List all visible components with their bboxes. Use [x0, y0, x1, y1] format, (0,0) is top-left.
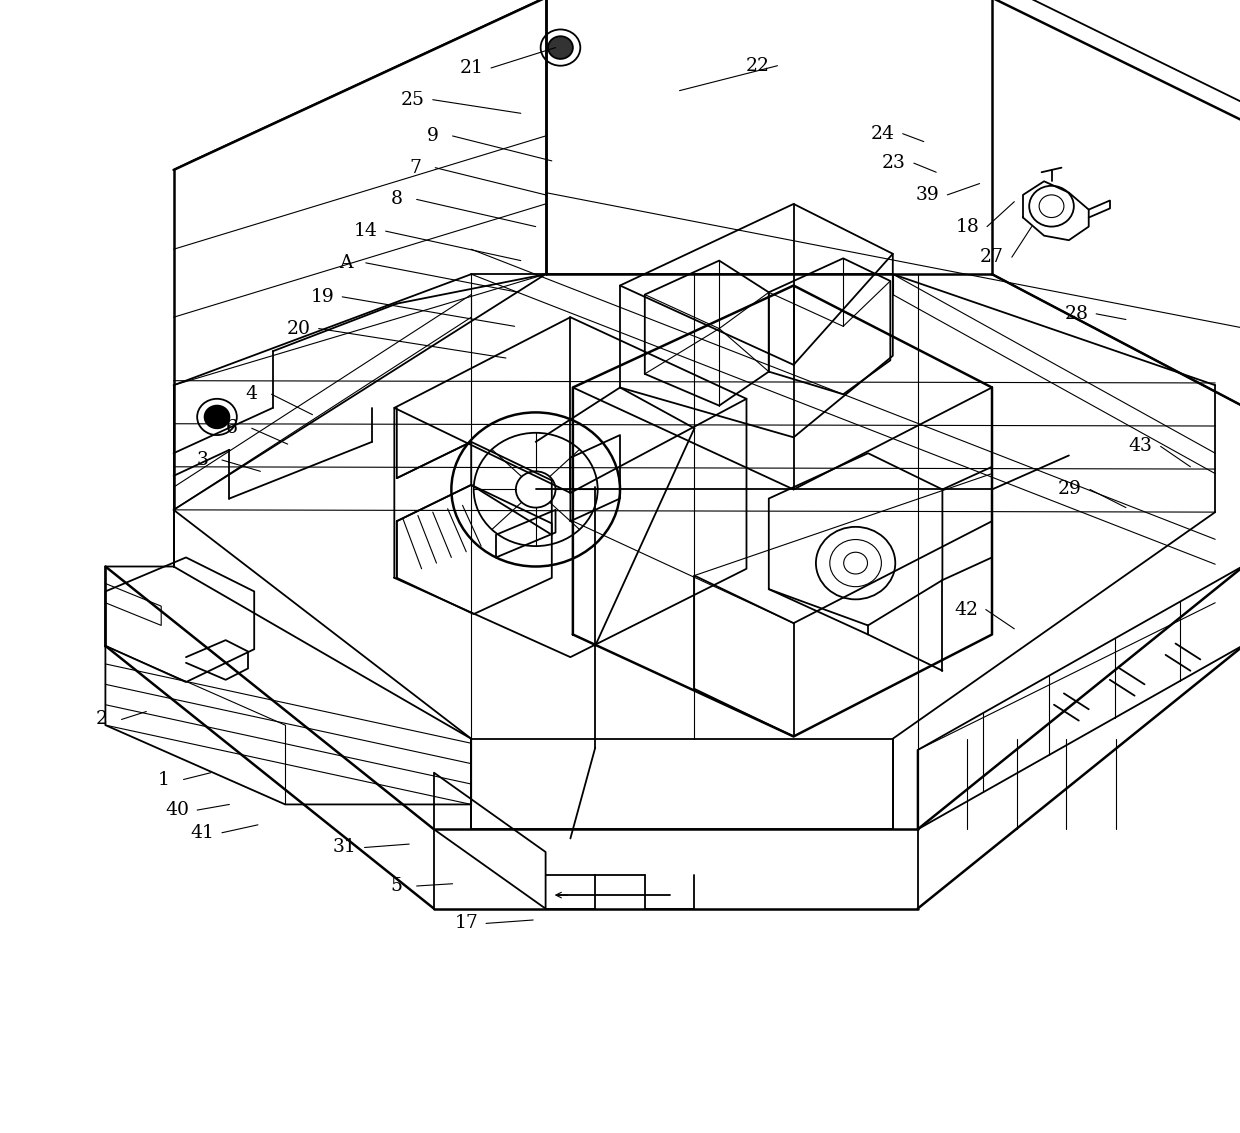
Text: 41: 41: [190, 824, 215, 842]
Text: 43: 43: [1128, 437, 1153, 455]
Text: 9: 9: [427, 127, 439, 145]
Text: 23: 23: [882, 154, 906, 172]
Text: 6: 6: [226, 419, 238, 437]
Text: 17: 17: [454, 914, 479, 932]
Text: 25: 25: [401, 91, 425, 109]
Text: 27: 27: [980, 248, 1004, 266]
Text: 19: 19: [310, 288, 335, 306]
Text: 8: 8: [391, 190, 403, 208]
Text: 24: 24: [870, 125, 895, 143]
Text: 18: 18: [955, 218, 980, 236]
Text: 28: 28: [1064, 305, 1089, 323]
Text: 5: 5: [391, 877, 403, 895]
Text: 7: 7: [409, 159, 422, 177]
Text: 3: 3: [196, 451, 208, 469]
Text: 39: 39: [915, 186, 940, 204]
Text: 14: 14: [353, 222, 378, 240]
Text: 40: 40: [165, 801, 190, 819]
Circle shape: [548, 36, 573, 59]
Text: 21: 21: [459, 59, 484, 77]
Text: 22: 22: [745, 57, 770, 75]
Text: 42: 42: [954, 600, 978, 619]
Text: A: A: [340, 254, 352, 272]
Circle shape: [205, 406, 229, 428]
Text: 29: 29: [1058, 480, 1083, 499]
Text: 2: 2: [95, 710, 108, 729]
Text: 4: 4: [246, 385, 258, 403]
Text: 31: 31: [332, 838, 357, 857]
Text: 20: 20: [286, 320, 311, 338]
Text: 1: 1: [157, 770, 170, 789]
